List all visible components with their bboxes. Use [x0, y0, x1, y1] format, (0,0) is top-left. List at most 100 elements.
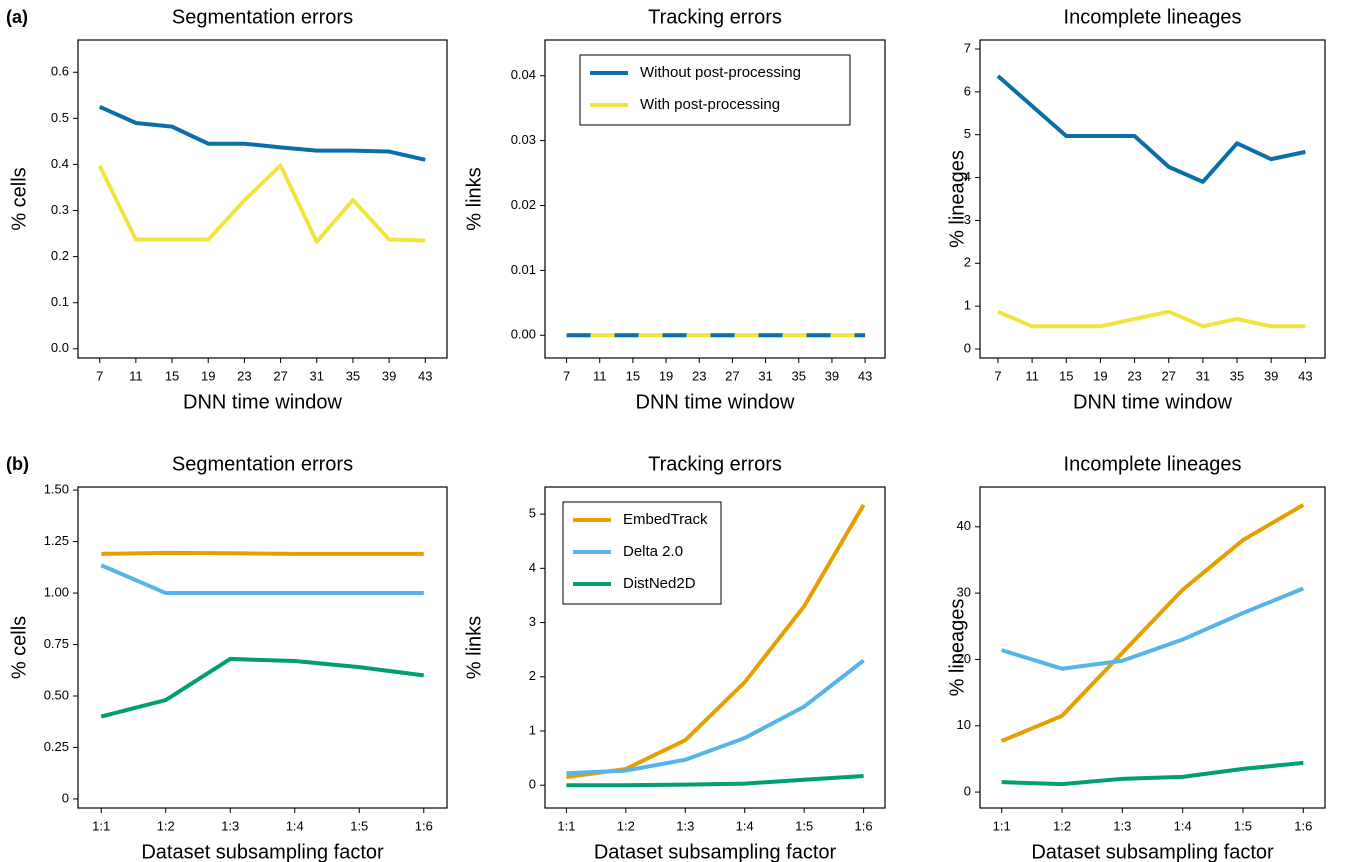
- chart-title: Segmentation errors: [172, 453, 353, 475]
- x-axis-label: Dataset subsampling factor: [594, 841, 837, 862]
- series-line: [1001, 760, 1304, 787]
- y-tick-label: 0.1: [51, 294, 69, 309]
- series-line: [100, 563, 424, 596]
- x-axis-label: Dataset subsampling factor: [1031, 841, 1274, 862]
- series-line: [97, 163, 426, 244]
- x-axis-label: DNN time window: [1073, 391, 1232, 413]
- x-tick-label: 43: [418, 368, 432, 383]
- y-axis-label: % cells: [8, 167, 30, 230]
- y-tick-label: 0.75: [44, 636, 69, 651]
- x-tick-label: 39: [825, 368, 839, 383]
- y-tick-label: 20: [957, 651, 971, 666]
- axes-box: [979, 486, 1326, 809]
- axes-box: [77, 39, 448, 359]
- x-tick-label: 1:2: [1053, 818, 1071, 833]
- y-tick-label: 1: [529, 722, 536, 737]
- x-tick-label: 39: [1264, 368, 1278, 383]
- series-line: [100, 656, 425, 719]
- x-tick-label: 19: [1093, 368, 1107, 383]
- y-tick-label: 5: [529, 506, 536, 521]
- x-tick-label: 1:3: [1113, 818, 1131, 833]
- axes-box: [979, 39, 1326, 359]
- y-axis-label: % lineages: [946, 599, 968, 697]
- x-tick-label: 35: [1230, 368, 1244, 383]
- x-tick-label: 35: [346, 368, 360, 383]
- x-tick-label: 1:5: [795, 818, 813, 833]
- x-tick-label: 35: [792, 368, 806, 383]
- series-line: [1001, 586, 1305, 671]
- y-tick-label: 0: [964, 340, 971, 355]
- chart-title: Segmentation errors: [172, 6, 353, 28]
- x-tick-label: 1:2: [157, 818, 175, 833]
- y-tick-label: 0.3: [51, 202, 69, 217]
- y-tick-label: 2: [529, 668, 536, 683]
- y-tick-label: 0: [62, 790, 69, 805]
- x-tick-label: 1:1: [993, 818, 1011, 833]
- y-axis-label: % lineages: [946, 150, 968, 248]
- y-tick-label: 1.25: [44, 533, 69, 548]
- x-tick-label: 1:4: [736, 818, 754, 833]
- x-tick-label: 19: [659, 368, 673, 383]
- y-tick-label: 0.02: [511, 197, 536, 212]
- y-tick-label: 0.04: [511, 67, 536, 82]
- chart-title: Tracking errors: [648, 6, 782, 28]
- series-line: [997, 309, 1306, 329]
- y-tick-label: 4: [964, 169, 971, 184]
- x-tick-label: 27: [1161, 368, 1175, 383]
- y-tick-label: 4: [529, 560, 536, 575]
- x-tick-label: 11: [593, 368, 607, 383]
- x-tick-label: 23: [692, 368, 706, 383]
- legend-box: [579, 54, 851, 126]
- x-tick-label: 15: [1059, 368, 1073, 383]
- legend-label: With post-processing: [640, 96, 780, 113]
- y-tick-label: 6: [964, 83, 971, 98]
- x-tick-label: 1:6: [415, 818, 433, 833]
- chart-title: Incomplete lineages: [1064, 6, 1242, 28]
- y-tick-label: 0: [529, 777, 536, 792]
- x-tick-label: 1:6: [855, 818, 873, 833]
- y-tick-label: 0.4: [51, 156, 69, 171]
- y-tick-label: 40: [957, 518, 971, 533]
- legend-label: Delta 2.0: [623, 543, 683, 560]
- x-tick-label: 23: [237, 368, 251, 383]
- chart-title: Tracking errors: [648, 453, 782, 475]
- x-tick-label: 1:4: [1174, 818, 1192, 833]
- axes-box: [544, 486, 886, 809]
- panel-label: (b): [6, 454, 29, 474]
- x-tick-label: 7: [994, 368, 1001, 383]
- series-line: [566, 658, 865, 776]
- x-tick-label: 15: [165, 368, 179, 383]
- x-tick-label: 11: [1025, 368, 1039, 383]
- x-tick-label: 1:5: [350, 818, 368, 833]
- x-axis-label: Dataset subsampling factor: [141, 841, 384, 862]
- y-axis-label: % cells: [8, 616, 30, 679]
- legend-label: Without post-processing: [640, 64, 801, 81]
- x-tick-label: 1:4: [286, 818, 304, 833]
- series-line: [101, 550, 424, 556]
- x-tick-label: 27: [725, 368, 739, 383]
- y-tick-label: 5: [964, 126, 971, 141]
- y-tick-label: 3: [964, 212, 971, 227]
- panel-label: (a): [6, 7, 28, 27]
- x-tick-label: 1:1: [92, 818, 110, 833]
- x-axis-label: DNN time window: [636, 391, 795, 413]
- y-tick-label: 0.2: [51, 248, 69, 263]
- x-tick-label: 19: [201, 368, 215, 383]
- x-axis-label: DNN time window: [183, 391, 342, 413]
- y-axis-label: % links: [463, 167, 485, 230]
- y-tick-label: 30: [957, 585, 971, 600]
- y-tick-label: 0.03: [511, 132, 536, 147]
- y-tick-label: 0.25: [44, 739, 69, 754]
- series-line: [566, 774, 864, 788]
- y-tick-label: 7: [964, 40, 971, 55]
- x-tick-label: 31: [758, 368, 772, 383]
- x-tick-label: 27: [273, 368, 287, 383]
- y-tick-label: 0.50: [44, 687, 69, 702]
- legend-label: EmbedTrack: [623, 511, 708, 528]
- x-tick-label: 39: [382, 368, 396, 383]
- x-tick-label: 1:3: [221, 818, 239, 833]
- x-tick-label: 23: [1127, 368, 1141, 383]
- y-tick-label: 0: [964, 784, 971, 799]
- x-tick-label: 1:1: [557, 818, 575, 833]
